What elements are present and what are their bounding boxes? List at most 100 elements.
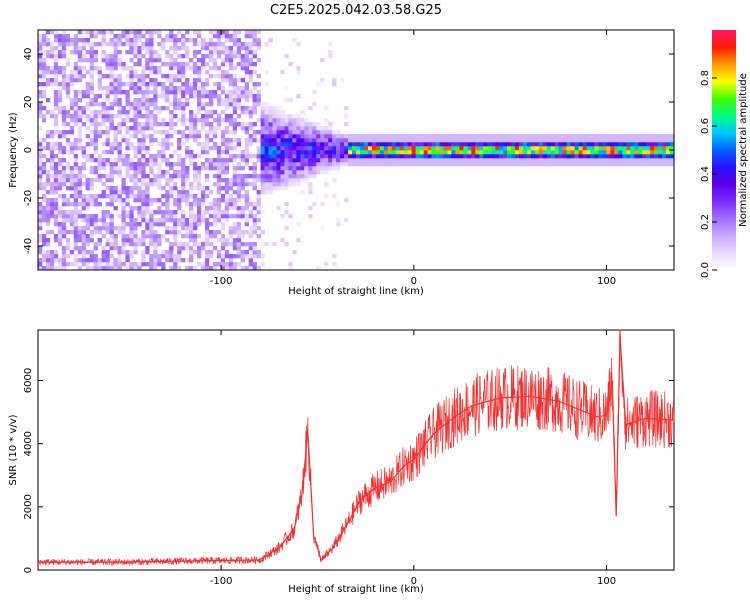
spectrogram-cell: [594, 142, 599, 147]
spectrogram-cell: [399, 138, 405, 143]
spectrogram-cell: [264, 122, 269, 127]
spectrogram-cell: [344, 134, 349, 139]
spectrogram-cell: [200, 66, 206, 71]
spectrogram-cell: [177, 146, 182, 151]
spectrogram-cell: [169, 58, 174, 63]
spectrogram-cell: [77, 226, 83, 231]
spectrogram-cell: [145, 234, 150, 239]
spectrogram-cell: [252, 178, 257, 183]
spectrogram-cell: [125, 142, 130, 147]
spectrogram-cell: [228, 54, 234, 59]
spectrogram-cell: [403, 142, 408, 147]
spectrogram-cell: [169, 74, 174, 79]
spectrogram-cell: [101, 106, 106, 111]
spectrogram-cell: [288, 174, 293, 179]
spectrogram-cell: [169, 118, 174, 123]
spectrogram-cell: [193, 154, 198, 159]
spectrogram-cell: [93, 54, 98, 59]
spectrogram-cell: [208, 130, 214, 135]
spectrogram-cell: [69, 178, 75, 183]
spectrogram-cell: [499, 162, 504, 167]
spectrogram-cell: [244, 230, 249, 235]
spectrogram-cell: [85, 242, 90, 247]
spectrogram-cell: [650, 158, 655, 163]
spectrogram-cell: [511, 154, 516, 159]
spectrogram-cell: [292, 182, 297, 187]
spectrogram-cell: [49, 250, 55, 255]
spectrogram-cell: [232, 38, 238, 43]
spectrogram-cell: [165, 134, 170, 139]
spectrogram-cell: [304, 174, 309, 179]
spectrogram-cell: [574, 146, 579, 151]
spectrogram-cell: [455, 162, 460, 167]
spectrogram-cell: [586, 154, 591, 159]
spectrogram-cell: [495, 134, 500, 139]
spectrogram-cell: [610, 154, 615, 159]
spectrogram-cell: [93, 246, 98, 251]
spectrogram-cell: [177, 30, 182, 35]
spectrogram-cell: [65, 78, 71, 83]
spectrogram-cell: [240, 234, 245, 239]
spectrogram-cell: [189, 162, 194, 167]
spectrogram-cell: [236, 182, 242, 187]
spectrogram-cell: [212, 182, 218, 187]
spectrogram-cell: [558, 134, 564, 139]
spectrogram-cell: [81, 182, 86, 187]
spectrogram-cell: [49, 254, 55, 259]
spectrogram-cell: [173, 62, 178, 67]
spectrogram-cell: [526, 142, 532, 147]
spectrogram-cell: [77, 74, 83, 79]
spectrogram-cell: [459, 162, 464, 167]
spectrogram-cell: [248, 262, 253, 267]
spectrogram-cell: [145, 222, 150, 227]
spectrogram-cell: [288, 150, 293, 155]
spectrogram-cell: [49, 198, 55, 203]
spectrogram-cell: [133, 166, 138, 171]
spectrogram-cell: [129, 58, 134, 63]
spectrogram-cell: [606, 162, 611, 167]
spectrogram-cell: [244, 98, 249, 103]
spectrogram-cell: [149, 82, 154, 87]
spectrogram-cell: [53, 90, 59, 95]
spectrogram-cell: [260, 242, 265, 247]
spectrogram-cell: [630, 134, 635, 139]
spectrogram-cell: [578, 146, 583, 151]
spectrogram-cell: [507, 142, 512, 147]
spectrogram-cell: [73, 210, 79, 215]
spectrogram-cell: [280, 118, 285, 123]
spectrogram-cell: [546, 146, 552, 151]
spectrogram-cell: [129, 102, 134, 107]
spectrogram-cell: [220, 110, 226, 115]
spectrogram-cell: [658, 142, 663, 147]
spectrogram-cell: [344, 122, 349, 127]
spectrogram-cell: [292, 130, 297, 135]
spectrogram-cell: [117, 86, 122, 91]
spectrogram-cell: [121, 222, 126, 227]
spectrogram-cell: [276, 130, 281, 135]
spectrogram-cell: [65, 198, 71, 203]
spectrogram-cell: [220, 42, 226, 47]
spectrogram-cell: [81, 174, 86, 179]
spectrogram-cell: [518, 138, 524, 143]
spectrogram-cell: [320, 170, 325, 175]
spectrogram-cell: [161, 142, 166, 147]
spectrogram-cell: [447, 158, 452, 163]
spectrogram-cell: [228, 66, 234, 71]
spectrogram-cell: [542, 162, 548, 167]
spectrogram-cell: [499, 138, 504, 143]
spectrogram-cell: [53, 34, 59, 39]
spectrogram-cell: [212, 174, 218, 179]
spectrogram-cell: [61, 110, 67, 115]
spectrogram-cell: [149, 170, 154, 175]
spectrogram-cell: [153, 50, 158, 55]
spectrogram-cell: [97, 218, 102, 223]
spectrogram-cell: [356, 138, 361, 143]
spectrogram-cell: [204, 238, 210, 243]
spectrogram-cell: [328, 134, 333, 139]
spectrogram-cell: [149, 166, 154, 171]
spectrogram-cell: [534, 162, 540, 167]
spectrogram-cell: [268, 114, 273, 119]
spectrogram-cell: [197, 198, 202, 203]
spectrogram-cell: [69, 170, 75, 175]
spectrogram-cell: [622, 142, 627, 147]
